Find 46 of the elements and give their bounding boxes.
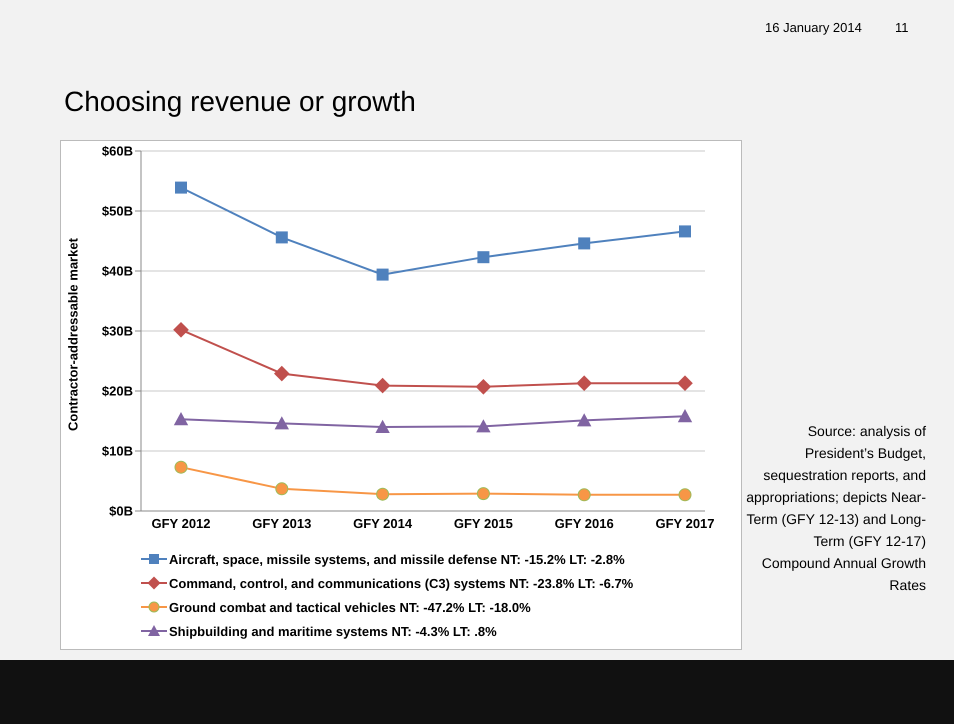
- x-tick-label: GFY 2014: [353, 516, 413, 532]
- y-tick-label: $30B: [102, 324, 133, 339]
- point: [376, 268, 389, 281]
- x-tick-label: GFY 2017: [655, 516, 715, 532]
- point: [678, 488, 692, 502]
- point: [578, 237, 590, 250]
- point: [376, 488, 390, 501]
- y-tick-label: $60B: [102, 144, 133, 159]
- x-tick-label: GFY 2013: [252, 516, 312, 532]
- point: [275, 482, 288, 496]
- y-tick-label: $20B: [102, 384, 133, 399]
- point: [576, 375, 592, 391]
- point: [578, 488, 591, 502]
- point: [175, 182, 187, 194]
- y-tick-label: $0B: [109, 504, 133, 519]
- point: [276, 231, 288, 244]
- point: [678, 409, 692, 422]
- legend-label: Ground combat and tactical vehicles NT: -47.2% LT: -18.0%: [169, 600, 531, 614]
- point: [476, 419, 491, 432]
- point: [174, 460, 188, 474]
- point: [173, 322, 189, 338]
- legend-label: Shipbuilding and maritime systems NT: -4.3% LT: .8%: [169, 624, 497, 638]
- y-axis-title: Contractor-addressable market: [66, 237, 81, 431]
- point: [274, 416, 289, 430]
- point: [174, 412, 188, 426]
- point: [476, 487, 490, 500]
- x-tick-label: GFY 2015: [454, 516, 513, 532]
- point: [375, 420, 390, 433]
- point: [677, 375, 693, 391]
- text: 11: [895, 20, 908, 35]
- x-tick-label: GFY 2016: [554, 516, 614, 532]
- chart-title: Choosing revenue or growth: [64, 86, 416, 118]
- y-tick-label: $40B: [102, 264, 133, 279]
- point: [679, 225, 691, 238]
- point: [374, 378, 390, 394]
- source-note: Source: analysis of President’s Budget, sequestration reports, and appropriations; depicts Near-Term (GFY 12-13) and Long-Term (GFY 12-17) Compound Annual Growth Rates: [745, 422, 926, 595]
- point: [477, 251, 490, 264]
- point: [577, 413, 592, 426]
- point: [476, 379, 492, 395]
- legend-label: Aircraft, space, missile systems, and missile defense NT: -15.2% LT: -2.8%: [169, 552, 625, 566]
- y-tick-label: $50B: [102, 204, 133, 219]
- x-tick-label: GFY 2012: [151, 516, 211, 532]
- legend-label: Command, control, and communications (C3) systems NT: -23.8% LT: -6.7%: [169, 576, 634, 590]
- point: [274, 366, 290, 382]
- text: 16 January 2014: [765, 20, 862, 35]
- y-tick-label: $10B: [102, 444, 133, 459]
